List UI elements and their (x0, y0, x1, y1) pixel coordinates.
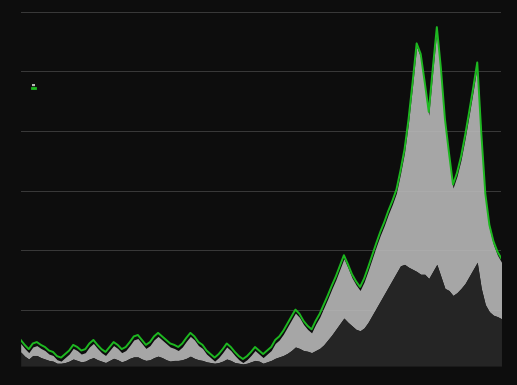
Legend: , , : , , (31, 84, 36, 89)
